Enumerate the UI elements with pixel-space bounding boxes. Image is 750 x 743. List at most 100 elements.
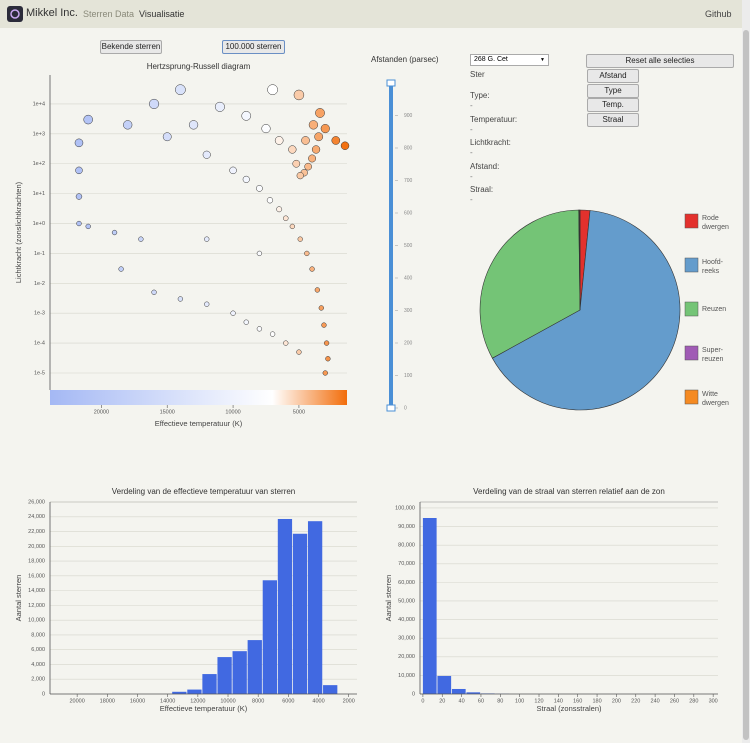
slider-tick-label: 300 — [404, 308, 413, 314]
x-axis-label: Straal (zonsstralen) — [536, 704, 602, 713]
star-point — [289, 223, 295, 230]
legend-swatch — [684, 301, 699, 317]
star-point — [301, 136, 310, 145]
star-point — [304, 162, 312, 171]
star-select[interactable]: 268 G. Cet ▼ — [470, 54, 549, 66]
info-label: Type: — [470, 91, 490, 100]
info-label: Afstand: — [470, 161, 500, 171]
reset-button[interactable]: Reset alle selecties — [586, 54, 734, 68]
navbar: Mikkel Inc. Sterren Data Visualisatie Gi… — [0, 0, 742, 28]
star-point — [288, 145, 297, 154]
star-point — [76, 220, 82, 227]
legend-label: Reuzen — [702, 306, 727, 313]
y-tick-label: 10,000 — [398, 673, 415, 679]
y-tick-label: 1e+2 — [33, 161, 45, 167]
star-point — [175, 84, 186, 96]
y-tick-label: 12,000 — [28, 603, 45, 609]
y-tick-label: 6,000 — [31, 647, 45, 653]
slider-handle[interactable] — [386, 404, 396, 412]
info-label: Straal: — [470, 185, 494, 194]
slider-tick-label: 0 — [404, 405, 407, 411]
reset-button[interactable]: Afstand — [587, 69, 639, 83]
reset-button[interactable]: Straal — [587, 112, 639, 127]
star-point — [323, 340, 330, 346]
nav-link[interactable]: Visualisatie — [139, 9, 185, 19]
nav-link[interactable]: Github — [705, 9, 732, 19]
logo — [7, 6, 23, 22]
x-tick-label: 260 — [670, 698, 679, 704]
y-tick-label: 20,000 — [398, 654, 415, 660]
x-tick-label: 4000 — [312, 698, 324, 704]
info-value: - — [470, 171, 473, 181]
slider-tick-label: 800 — [404, 145, 413, 151]
histogram-bar — [187, 689, 202, 694]
legend-label: Witte dwergen — [702, 391, 729, 407]
pie-slice — [579, 209, 581, 311]
star-point — [308, 154, 317, 163]
y-tick-label: 0 — [412, 691, 415, 697]
star-point — [340, 141, 350, 150]
chart-title: Hertzsprung-Russell diagram — [147, 62, 251, 71]
star-point — [148, 98, 160, 110]
info-label: Temperatuur: — [470, 114, 518, 124]
reset-button[interactable]: Type — [587, 83, 639, 98]
x-tick-label: 12000 — [190, 698, 205, 704]
x-tick-label: 40 — [459, 698, 465, 704]
y-tick-label: 1e-4 — [34, 341, 45, 347]
slider-tick-label: 900 — [404, 113, 413, 119]
nav-link[interactable]: Sterren — [83, 9, 113, 19]
x-tick-label: 14000 — [160, 698, 175, 704]
star-point — [314, 287, 321, 293]
x-axis-label: Effectieve temperatuur (K) — [160, 704, 248, 713]
x-tick-label: 20000 — [94, 409, 109, 415]
star-point — [229, 166, 237, 175]
star-point — [151, 289, 157, 295]
y-tick-label: 1e+4 — [33, 101, 45, 107]
histogram-bar — [422, 518, 437, 694]
x-tick-label: 16000 — [130, 698, 145, 704]
x-tick-label: 6000 — [282, 698, 294, 704]
x-tick-label: 20000 — [70, 698, 85, 704]
star-point — [214, 101, 225, 112]
x-tick-label: 60 — [478, 698, 484, 704]
scrollbar-thumb[interactable] — [743, 30, 749, 740]
histogram-bar — [172, 691, 187, 694]
star-point — [311, 145, 321, 154]
nav-link[interactable]: Data — [115, 9, 135, 19]
pie-slice — [479, 209, 581, 359]
legend-label: Rode dwergen — [702, 215, 729, 231]
scrollbar[interactable] — [742, 0, 750, 743]
star-point — [269, 331, 276, 337]
reset-button[interactable]: Temp. — [587, 98, 639, 113]
star-point — [283, 215, 289, 222]
x-tick-label: 100 — [515, 698, 524, 704]
star-point — [241, 111, 252, 121]
star-point — [242, 175, 250, 183]
star-point — [296, 172, 304, 180]
x-tick-label: 180 — [592, 698, 601, 704]
star-point — [204, 236, 210, 242]
star-point — [256, 250, 263, 257]
pie-slice — [491, 210, 681, 411]
star-point — [74, 138, 84, 148]
chart-title: Verdeling van de straal van sterren rela… — [473, 487, 665, 496]
star-point — [308, 120, 319, 130]
y-tick-label: 1e+1 — [33, 191, 45, 197]
y-tick-label: 26,000 — [28, 499, 45, 505]
slider-handle[interactable] — [386, 79, 396, 87]
dataset-button[interactable]: Bekende sterren — [100, 40, 162, 54]
dataset-button[interactable]: 100.000 sterren — [222, 40, 285, 54]
x-tick-label: 200 — [612, 698, 621, 704]
star-point — [266, 197, 274, 204]
y-tick-label: 14,000 — [28, 588, 45, 594]
x-tick-label: 10000 — [220, 698, 235, 704]
star-point — [321, 322, 327, 328]
star-point — [293, 89, 305, 101]
star-point — [320, 124, 330, 134]
x-tick-label: 280 — [689, 698, 698, 704]
brand[interactable]: Mikkel Inc. — [26, 7, 78, 19]
y-tick-label: 50,000 — [398, 598, 415, 604]
star-point — [243, 319, 249, 325]
y-tick-label: 10,000 — [28, 618, 45, 624]
